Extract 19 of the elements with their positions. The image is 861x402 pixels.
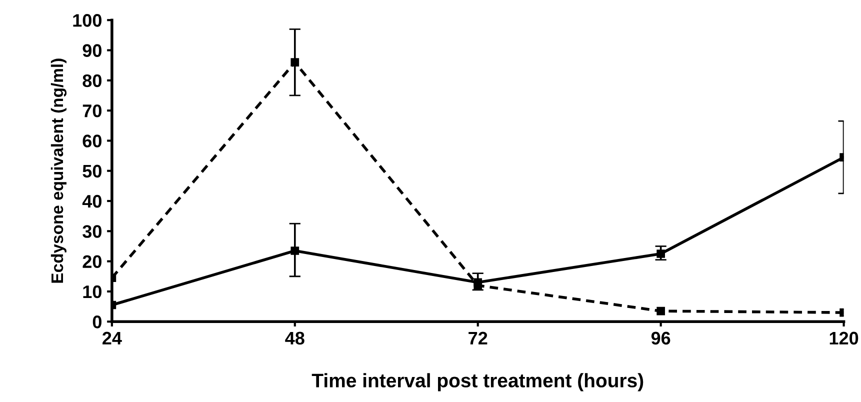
x-tick-label: 96	[651, 332, 670, 345]
y-tick-label: 0	[92, 316, 102, 328]
y-tick-label: 90	[82, 44, 102, 57]
x-axis-title: Time interval post treatment (hours)	[312, 373, 644, 392]
point	[656, 306, 665, 316]
y-axis-title: Ecdysone equivalent (ng/ml)	[50, 58, 67, 283]
y-tick-label: 50	[82, 164, 102, 178]
y-tick-label: 10	[83, 285, 102, 298]
y-tick-label: 60	[82, 134, 102, 148]
y-tick-label: 100	[73, 14, 102, 27]
y-tick-label: 70	[82, 104, 102, 118]
y-tick-label: 40	[82, 194, 102, 208]
x-tick-label: 24	[102, 332, 122, 344]
x-tick-label: 72	[468, 332, 488, 344]
y-tick-label: 30	[82, 225, 102, 238]
x-tick-label: 48	[285, 332, 304, 345]
y-tick-label: 20	[82, 255, 102, 268]
y-tick-label: 80	[82, 74, 102, 88]
x-tick-label: 120	[830, 332, 858, 345]
